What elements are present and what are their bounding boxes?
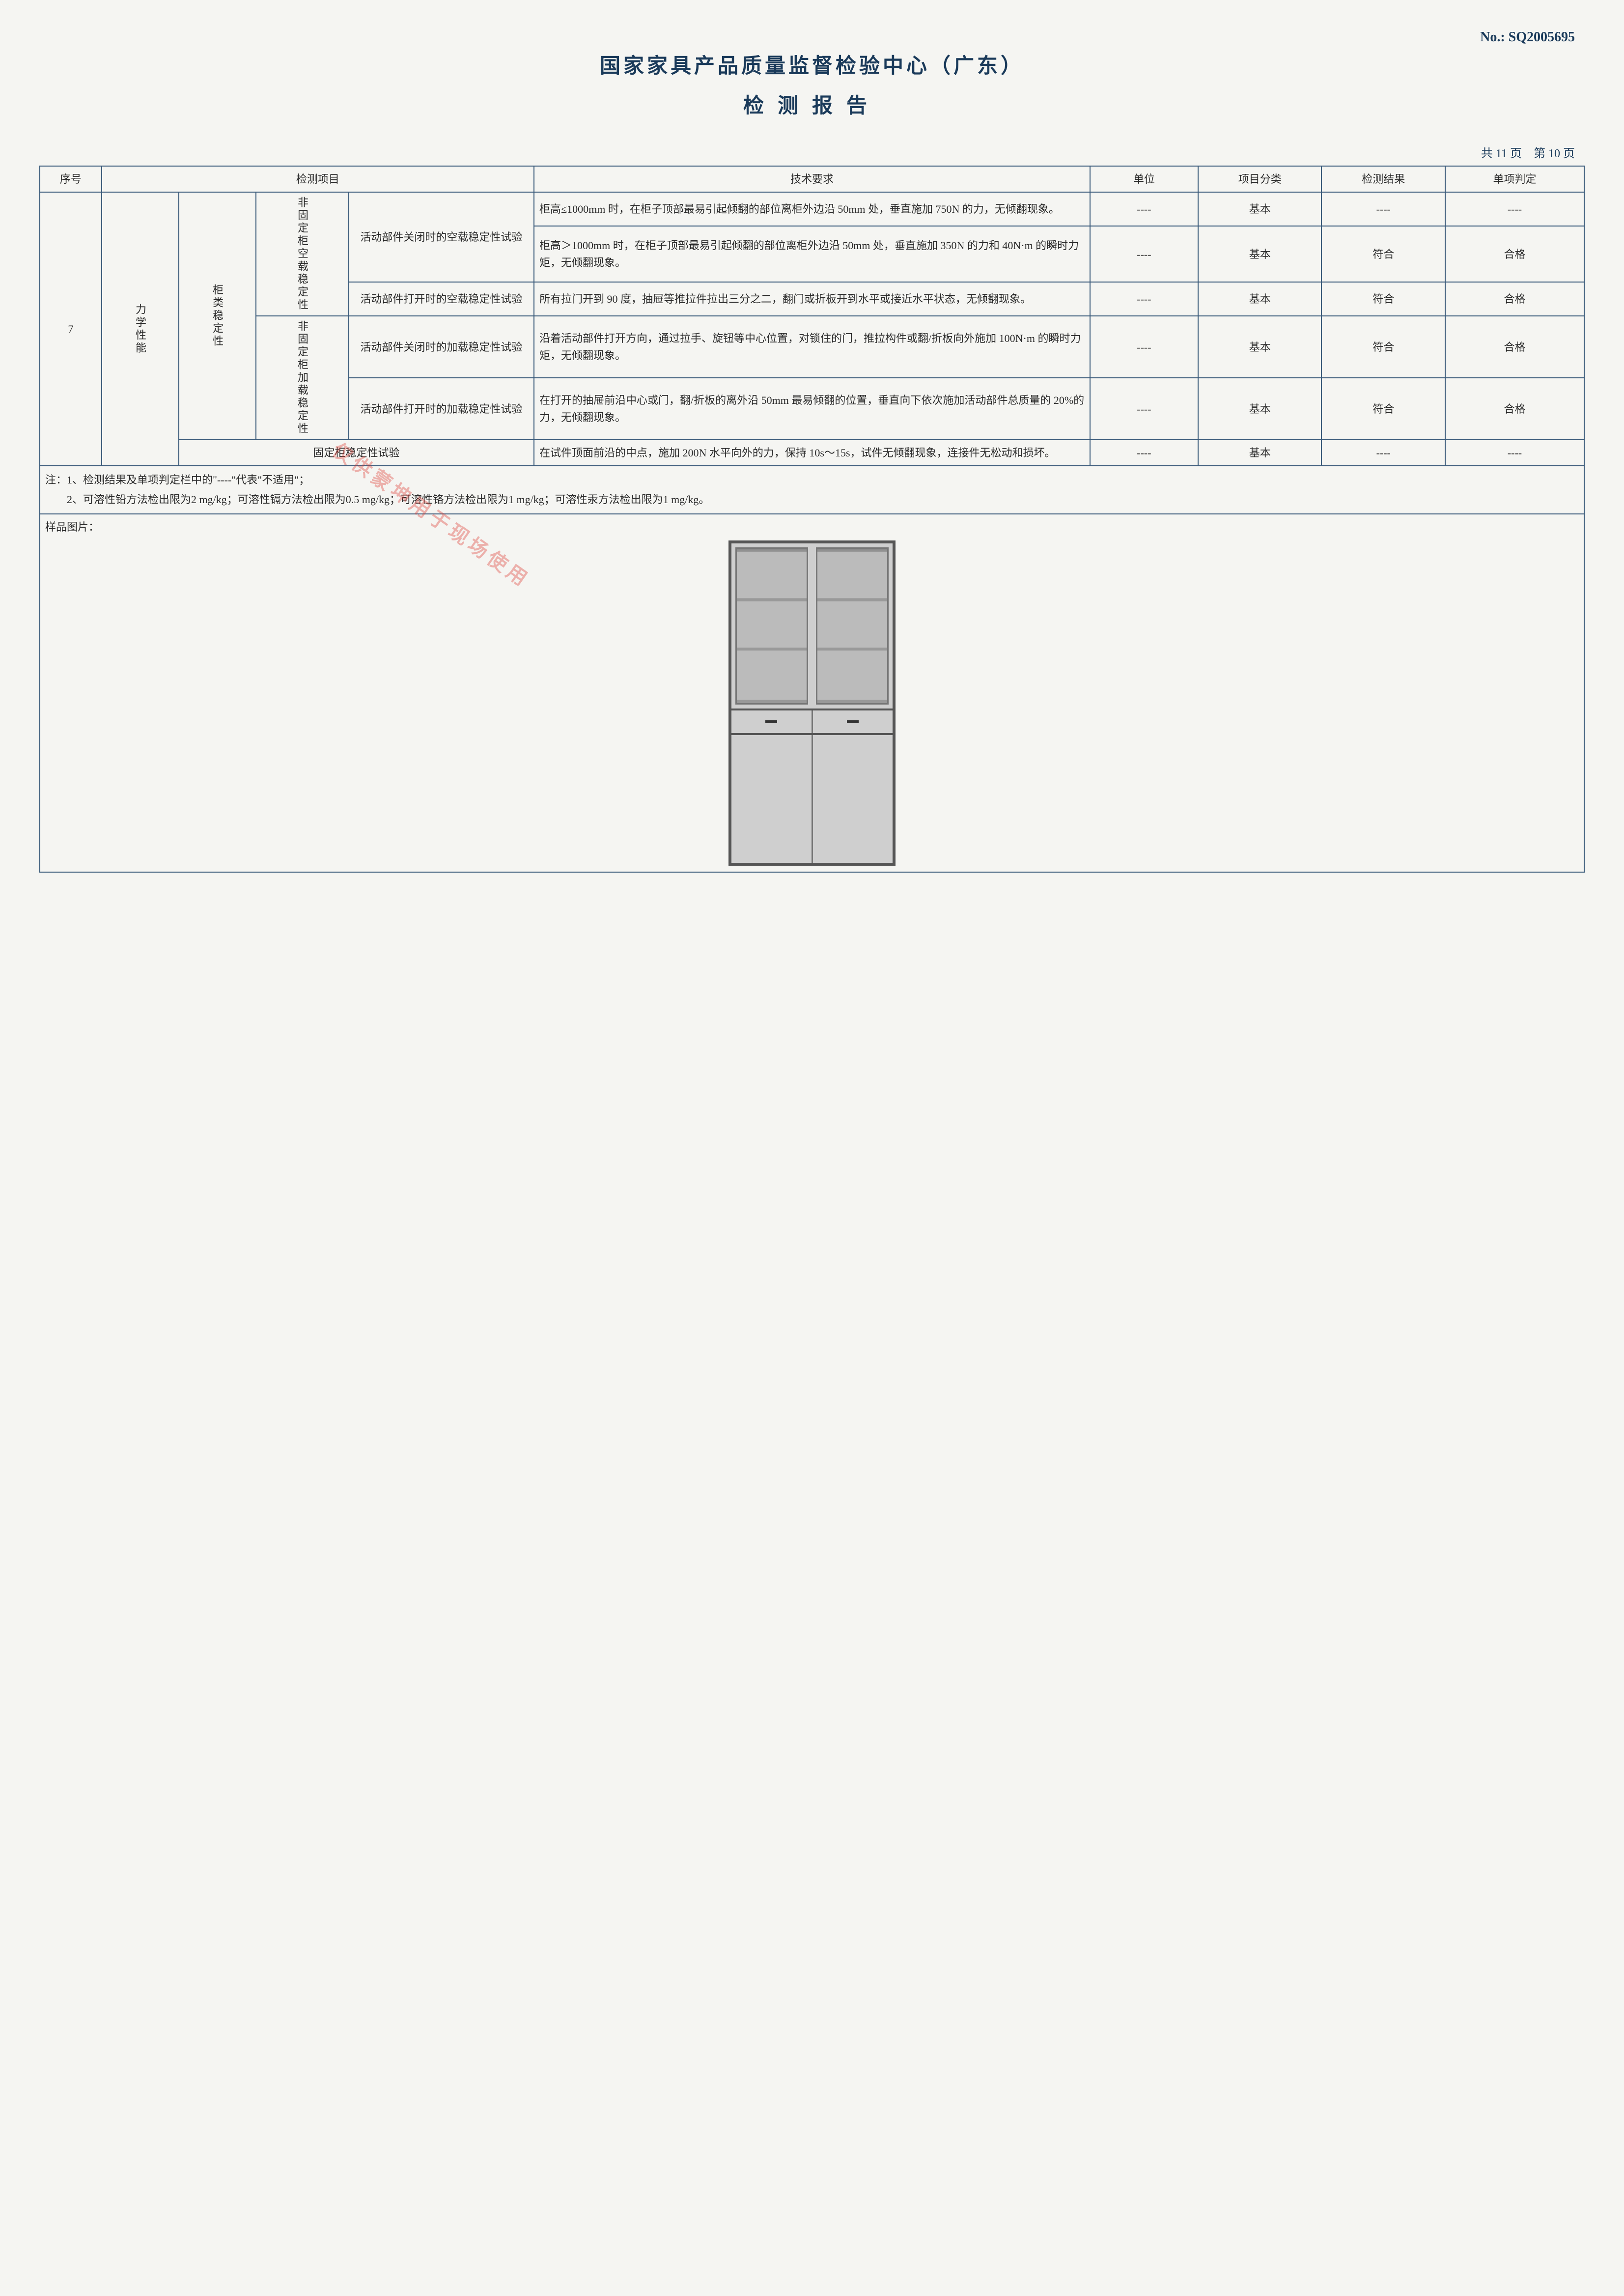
note2: 2、可溶性铅方法检出限为2 mg/kg；可溶性镉方法检出限为0.5 mg/kg；… — [45, 490, 1579, 510]
h-req: 技术要求 — [534, 166, 1090, 192]
c4: 基本 — [1198, 378, 1322, 440]
v0: ---- — [1445, 192, 1584, 226]
r5: ---- — [1321, 440, 1445, 466]
doc-no-value: SQ2005695 — [1509, 29, 1575, 45]
note1: 注：1、检测结果及单项判定栏中的"----"代表"不适用"； — [45, 470, 1579, 490]
v5: ---- — [1445, 440, 1584, 466]
inspection-table-main: 序号 检测项目 技术要求 单位 项目分类 检测结果 单项判定 7 力学性能 柜类… — [39, 166, 1585, 873]
c5: 基本 — [1198, 440, 1322, 466]
table-row: 非固定柜加载稳定性 活动部件关闭时的加载稳定性试验 沿着活动部件打开方向，通过拉… — [40, 316, 1584, 378]
test2: 活动部件打开时的空载稳定性试验 — [349, 282, 534, 316]
table-container: 仅供蒙坤用于现场使用 序号 检测项目 技术要求 单位 项目分类 检测结果 单项判… — [39, 166, 1585, 873]
h-result: 检测结果 — [1321, 166, 1445, 192]
v2: 合格 — [1445, 282, 1584, 316]
table-row: 固定柜稳定性试验 在试件顶面前沿的中点，施加 200N 水平向外的力，保持 10… — [40, 440, 1584, 466]
r4: 符合 — [1321, 378, 1445, 440]
fixed-label: 固定柜稳定性试验 — [179, 440, 534, 466]
seq: 7 — [40, 192, 102, 466]
c1: 基本 — [1198, 226, 1322, 282]
test3: 活动部件关闭时的加载稳定性试验 — [349, 316, 534, 378]
table-row: 7 力学性能 柜类稳定性 非固定柜空载稳定性 活动部件关闭时的空载稳定性试验 柜… — [40, 192, 1584, 226]
org-title: 国家家具产品质量监督检验中心（广东） — [39, 49, 1585, 79]
req4: 在打开的抽屉前沿中心或门，翻/折板的离外沿 50mm 最易倾翻的位置，垂直向下依… — [534, 378, 1090, 440]
l3b: 非固定柜加载稳定性 — [256, 316, 349, 440]
c0: 基本 — [1198, 192, 1322, 226]
h-unit: 单位 — [1090, 166, 1198, 192]
u5: ---- — [1090, 440, 1198, 466]
h-cat: 项目分类 — [1198, 166, 1322, 192]
r0: ---- — [1321, 192, 1445, 226]
u1: ---- — [1090, 226, 1198, 282]
v3: 合格 — [1445, 316, 1584, 378]
c2: 基本 — [1198, 282, 1322, 316]
h-verdict: 单项判定 — [1445, 166, 1584, 192]
l1: 力学性能 — [102, 192, 179, 466]
l3a: 非固定柜空载稳定性 — [256, 192, 349, 316]
sample-image — [45, 540, 1579, 868]
sample-label: 样品图片： — [45, 518, 1579, 536]
req1: 柜高＞1000mm 时，在柜子顶部最易引起倾翻的部位离柜外边沿 50mm 处，垂… — [534, 226, 1090, 282]
doc-no-label: No.: — [1480, 29, 1505, 45]
req2: 所有拉门开到 90 度，抽屉等推拉件拉出三分之二，翻门或折板开到水平或接近水平状… — [534, 282, 1090, 316]
header-row2: 序号 检测项目 技术要求 单位 项目分类 检测结果 单项判定 — [40, 166, 1584, 192]
report-title: 检测报告 — [39, 89, 1585, 119]
l2: 柜类稳定性 — [179, 192, 256, 440]
u3: ---- — [1090, 316, 1198, 378]
v4: 合格 — [1445, 378, 1584, 440]
document-number: No.: SQ2005695 — [39, 29, 1585, 45]
u4: ---- — [1090, 378, 1198, 440]
u0: ---- — [1090, 192, 1198, 226]
r1: 符合 — [1321, 226, 1445, 282]
sample-cell: 样品图片： — [40, 514, 1584, 872]
u2: ---- — [1090, 282, 1198, 316]
r2: 符合 — [1321, 282, 1445, 316]
req0: 柜高≤1000mm 时，在柜子顶部最易引起倾翻的部位离柜外边沿 50mm 处，垂… — [534, 192, 1090, 226]
v1: 合格 — [1445, 226, 1584, 282]
h-item: 检测项目 — [102, 166, 534, 192]
req5: 在试件顶面前沿的中点，施加 200N 水平向外的力，保持 10s～15s，试件无… — [534, 440, 1090, 466]
notes-cell: 注：1、检测结果及单项判定栏中的"----"代表"不适用"； 2、可溶性铅方法检… — [40, 466, 1584, 513]
c3: 基本 — [1198, 316, 1322, 378]
notes-row: 注：1、检测结果及单项判定栏中的"----"代表"不适用"； 2、可溶性铅方法检… — [40, 466, 1584, 513]
req3: 沿着活动部件打开方向，通过拉手、旋钮等中心位置，对锁住的门，推拉构件或翻/折板向… — [534, 316, 1090, 378]
test0: 活动部件关闭时的空载稳定性试验 — [349, 192, 534, 282]
r3: 符合 — [1321, 316, 1445, 378]
sample-row: 样品图片： — [40, 514, 1584, 872]
page-indicator: 共 11 页 第 10 页 — [39, 143, 1585, 161]
test4: 活动部件打开时的加载稳定性试验 — [349, 378, 534, 440]
h-seq: 序号 — [40, 166, 102, 192]
cabinet-illustration — [728, 540, 896, 866]
